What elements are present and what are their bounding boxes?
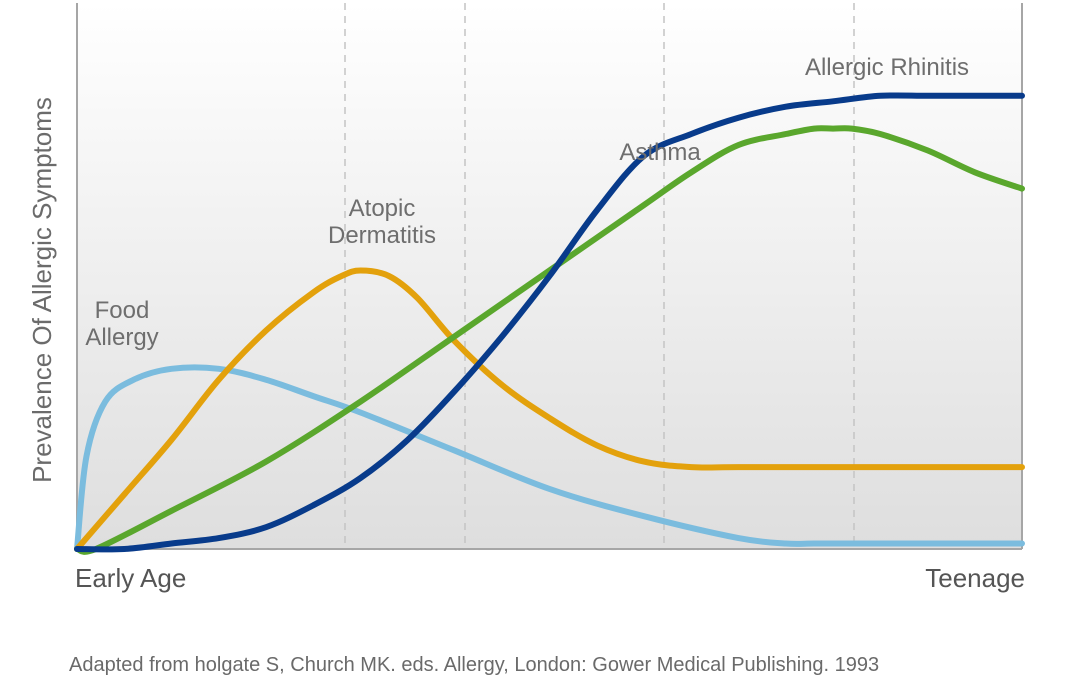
series-label-line: Allergic Rhinitis — [805, 54, 969, 81]
series-label-line: Atopic — [349, 195, 416, 222]
series-line-allergic-rhinitis — [74, 92, 1025, 553]
series-label-line: Food — [95, 297, 150, 324]
series-line-atopic-dermatitis — [74, 267, 1025, 552]
series-label-line: Allergy — [85, 324, 158, 351]
series-label-atopic-dermatitis: Atopic Dermatitis — [328, 195, 436, 249]
grid-lines — [344, 3, 855, 549]
series-lines — [74, 92, 1025, 555]
series-line-food-allergy — [74, 364, 1025, 552]
series-label-allergic-rhinitis: Allergic Rhinitis — [805, 54, 969, 81]
series-label-line: Dermatitis — [328, 222, 436, 249]
series-label-asthma: Asthma — [619, 139, 701, 166]
series-label-line: Asthma — [619, 139, 701, 166]
series-line-asthma — [74, 125, 1025, 555]
y-axis-label: Prevalence Of Allergic Symptoms — [27, 97, 57, 483]
series-labels: Food Allergy Atopic Dermatitis Asthma Allergi… — [85, 54, 969, 351]
x-tick-label-early-age: Early Age — [75, 563, 187, 593]
source-citation: Adapted from holgate S, Church MK. eds. … — [69, 654, 880, 676]
x-tick-label-teenage: Teenage — [925, 563, 1025, 593]
series-label-food-allergy: Food Allergy — [85, 297, 158, 351]
